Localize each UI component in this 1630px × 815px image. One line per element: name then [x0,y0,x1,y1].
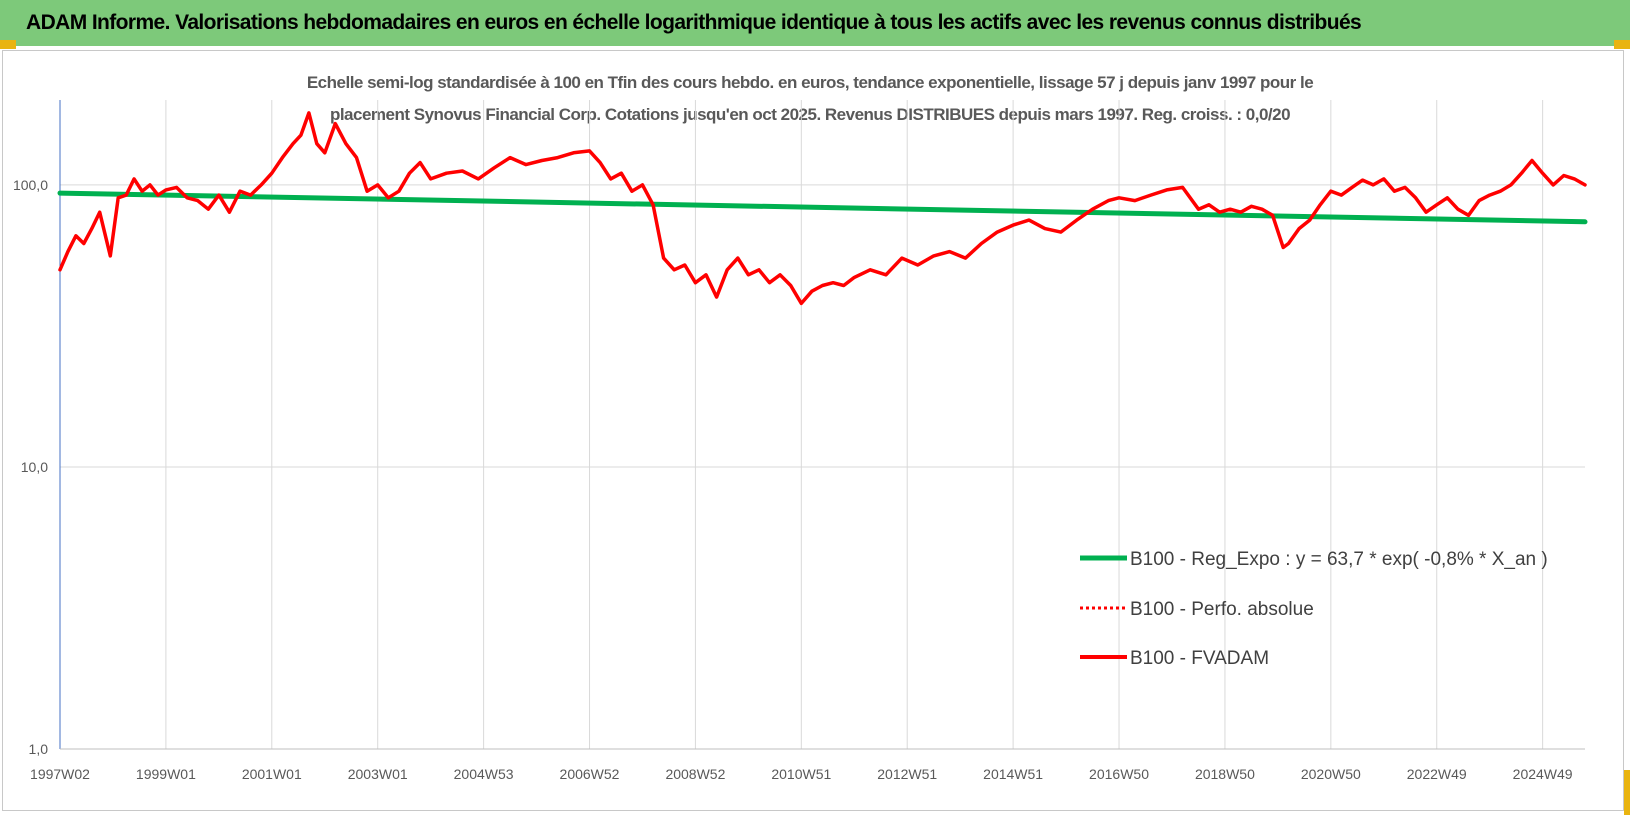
x-tick-label: 2004W53 [454,766,514,782]
chart-frame [2,50,1624,811]
x-tick-label: 2008W52 [665,766,725,782]
header-banner: ADAM Informe. Valorisations hebdomadaire… [0,0,1630,46]
x-tick-label: 2003W01 [348,766,408,782]
x-tick-label: 2006W52 [560,766,620,782]
y-tick-label: 100,0 [13,177,48,193]
x-tick-label: 2014W51 [983,766,1043,782]
x-tick-label: 1999W01 [136,766,196,782]
chart-title-line-1: Echelle semi-log standardisée à 100 en T… [306,73,1314,92]
x-tick-label: 2016W50 [1089,766,1149,782]
x-tick-label: 2018W50 [1195,766,1255,782]
x-tick-label: 2012W51 [877,766,937,782]
fvadam-line [58,111,1587,306]
x-tick-label: 2022W49 [1407,766,1467,782]
x-tick-label: 1997W02 [30,766,90,782]
legend-label: B100 - FVADAM [1130,648,1269,669]
chart-title-line-2: placement Synovus Financial Corp. Cotati… [329,105,1291,124]
x-tick-label: 2010W51 [771,766,831,782]
y-tick-label: 10,0 [21,459,48,475]
y-tick-label: 1,0 [29,741,49,757]
corner-mark-left [0,40,16,49]
legend-label: B100 - Reg_Expo : y = 63,7 * exp( -0,8% … [1130,549,1548,570]
corner-mark-bottom-right [1624,770,1630,815]
x-tick-label: 2024W49 [1513,766,1573,782]
x-tick-label: 2001W01 [242,766,302,782]
legend-label: B100 - Perfo. absolue [1130,599,1314,620]
trend-line [57,190,1588,225]
banner-title: ADAM Informe. Valorisations hebdomadaire… [26,11,1362,34]
x-tick-label: 2020W50 [1301,766,1361,782]
corner-mark-right [1614,40,1630,49]
